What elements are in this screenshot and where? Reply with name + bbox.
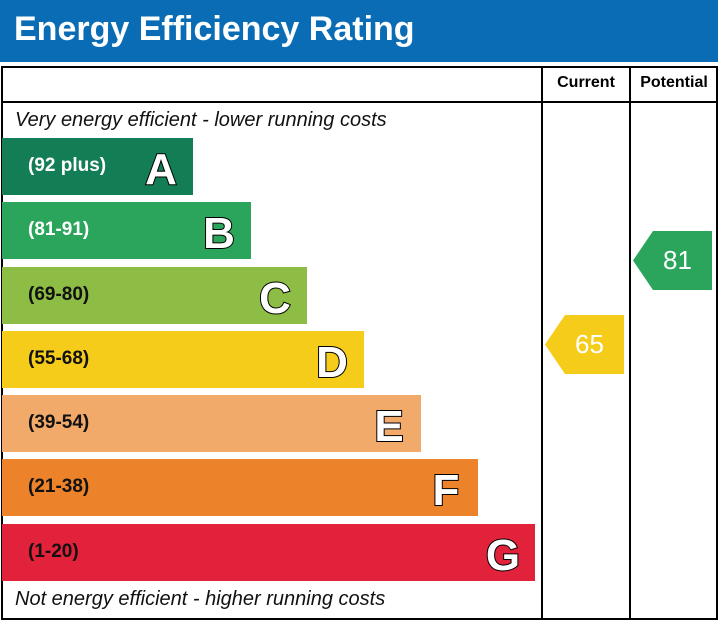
band-e-bar: (39-54) E: [2, 395, 421, 452]
band-letter: G: [485, 530, 521, 578]
band-letter: D: [315, 337, 349, 385]
svg-text:F: F: [433, 466, 460, 513]
current-rating-value: 65: [575, 329, 604, 359]
band-range: (1-20): [28, 541, 79, 562]
potential-rating-value: 81: [663, 245, 692, 275]
title-bar: Energy Efficiency Rating: [0, 0, 718, 62]
svg-text:G: G: [486, 531, 520, 578]
band-range: (69-80): [28, 284, 90, 305]
arrow-shape: [633, 231, 712, 290]
potential-rating-arrow: 81: [633, 231, 712, 290]
band-g-bar: (1-20) G: [2, 524, 535, 581]
svg-text:D: D: [316, 338, 348, 385]
band-letter: C: [258, 273, 292, 321]
band-range: (92 plus): [28, 155, 107, 176]
svg-text:B: B: [203, 209, 235, 256]
band-letter: A: [144, 144, 178, 192]
band-range: (55-68): [28, 348, 90, 369]
band-range: (21-38): [28, 476, 90, 497]
arrow-shape: [545, 315, 624, 374]
svg-text:A: A: [145, 145, 177, 192]
column-divider: [629, 66, 631, 619]
top-note: Very energy efficient - lower running co…: [15, 109, 387, 131]
band-f-bar: (21-38) F: [2, 459, 478, 516]
band-letter: F: [432, 465, 461, 513]
band-letter: E: [373, 401, 404, 449]
band-c-bar: (69-80) C: [2, 267, 307, 324]
band-d-bar: (55-68) D: [2, 331, 364, 388]
band-range: (39-54): [28, 412, 90, 433]
potential-column-header: Potential: [640, 74, 708, 91]
column-divider: [541, 66, 543, 619]
current-rating-arrow: 65: [545, 315, 624, 374]
svg-text:E: E: [374, 402, 403, 449]
current-column-header: Current: [557, 74, 615, 91]
bottom-note: Not energy efficient - higher running co…: [15, 588, 386, 610]
header-divider: [1, 101, 718, 103]
band-range: (81-91): [28, 219, 90, 240]
page-title: Energy Efficiency Rating: [14, 10, 415, 48]
svg-text:C: C: [259, 274, 291, 321]
band-letter: B: [202, 208, 236, 256]
band-a-bar: (92 plus) A: [2, 138, 193, 195]
band-b-bar: (81-91) B: [2, 202, 251, 259]
